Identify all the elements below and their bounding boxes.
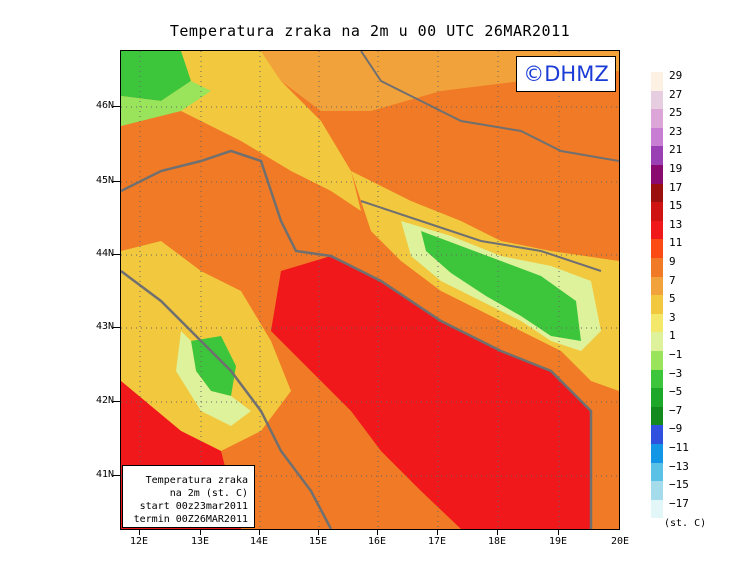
lon-label-15e: 15E bbox=[308, 536, 328, 547]
map-title: Temperatura zraka na 2m u 00 UTC 26MAR20… bbox=[169, 22, 571, 40]
lat-tick bbox=[113, 106, 120, 107]
legend-swatch bbox=[651, 462, 663, 482]
legend-level-label: 27 bbox=[669, 87, 683, 101]
legend-level-label: 9 bbox=[669, 255, 676, 268]
temperature-map bbox=[120, 50, 620, 530]
legend-swatch bbox=[651, 332, 663, 351]
lat-tick bbox=[113, 254, 120, 255]
legend-level-label: 23 bbox=[669, 124, 683, 138]
field-italy-green bbox=[191, 336, 236, 396]
lat-label-43n: 43N bbox=[95, 321, 114, 332]
field-italy-lightgreen bbox=[176, 331, 251, 426]
lon-label-12e: 12E bbox=[129, 536, 149, 547]
lon-tick bbox=[377, 530, 378, 535]
legend-swatch bbox=[651, 276, 663, 296]
lon-label-19e: 19E bbox=[548, 536, 568, 547]
lat-label-41n: 41N bbox=[95, 469, 114, 480]
info-line-4: termin 00Z26MAR2011 bbox=[133, 514, 248, 525]
legend-level-label: 3 bbox=[669, 310, 676, 324]
field-nw-lightgreen bbox=[121, 81, 211, 126]
temperature-field bbox=[121, 51, 619, 529]
lon-label-20e: 20E bbox=[610, 536, 630, 547]
legend-swatch bbox=[651, 313, 663, 333]
legend-level-label: 7 bbox=[669, 273, 676, 287]
legend-swatch bbox=[651, 369, 663, 389]
lon-tick bbox=[558, 530, 559, 535]
legend-level-label: 11 bbox=[669, 236, 683, 250]
legend-swatch bbox=[651, 388, 663, 407]
legend-level-label: −7 bbox=[669, 403, 683, 417]
border-bosnia bbox=[360, 200, 602, 272]
lon-label-14e: 14E bbox=[249, 536, 269, 547]
info-line-1: Temperatura zraka bbox=[145, 475, 248, 486]
legend-level-label: 19 bbox=[669, 162, 683, 175]
legend-swatch bbox=[651, 425, 663, 444]
info-line-2: na 2m (st. C) bbox=[169, 488, 248, 499]
legend-swatch bbox=[651, 146, 663, 165]
legend-swatch bbox=[651, 406, 663, 426]
legend-swatch bbox=[651, 202, 663, 221]
legend-swatch bbox=[651, 481, 663, 500]
legend-level-label: −3 bbox=[669, 366, 683, 380]
legend-level-label: −1 bbox=[669, 348, 683, 361]
legend-level-label: 13 bbox=[669, 217, 683, 231]
legend-swatch bbox=[651, 444, 663, 463]
lat-label-46n: 46N bbox=[95, 100, 114, 111]
field-nw-green bbox=[121, 51, 191, 101]
legend-swatch bbox=[651, 258, 663, 277]
lon-tick bbox=[437, 530, 438, 535]
legend-unit: (st. C) bbox=[664, 518, 707, 529]
lon-label-18e: 18E bbox=[487, 536, 507, 547]
legend-swatch bbox=[651, 90, 663, 110]
legend-level-label: 29 bbox=[669, 69, 683, 82]
legend-level-label: −13 bbox=[669, 459, 689, 473]
lon-label-13e: 13E bbox=[190, 536, 210, 547]
legend-level-label: 15 bbox=[669, 199, 683, 213]
lon-tick bbox=[200, 530, 201, 535]
legend-level-label: 21 bbox=[669, 143, 683, 157]
lon-tick bbox=[259, 530, 260, 535]
legend-swatch bbox=[651, 499, 663, 519]
legend-swatch bbox=[651, 351, 663, 370]
legend-level-label: −17 bbox=[669, 496, 689, 510]
border-north bbox=[360, 51, 619, 162]
legend-swatch bbox=[651, 183, 663, 203]
run-info-box: Temperatura zraka na 2m (st. C) start 00… bbox=[122, 465, 255, 528]
info-line-3: start 00z23mar2011 bbox=[139, 501, 248, 512]
legend-level-label: 25 bbox=[669, 106, 683, 120]
legend-swatch bbox=[651, 109, 663, 128]
legend-swatch bbox=[651, 165, 663, 184]
lat-tick bbox=[113, 181, 120, 182]
legend-level-label: 17 bbox=[669, 180, 683, 194]
field-dinaric-green bbox=[421, 231, 581, 341]
lon-tick bbox=[497, 530, 498, 535]
grid-lines bbox=[121, 51, 619, 529]
legend-level-label: 1 bbox=[669, 329, 676, 343]
coastline-east bbox=[121, 149, 593, 529]
coastline-italy bbox=[121, 270, 333, 529]
lat-tick bbox=[113, 401, 120, 402]
legend-level-label: −9 bbox=[669, 422, 683, 436]
legend-level-label: 5 bbox=[669, 292, 676, 306]
legend-swatch bbox=[651, 72, 663, 91]
legend-level-label: −5 bbox=[669, 385, 683, 399]
legend-level-label: −11 bbox=[669, 441, 689, 454]
lat-label-44n: 44N bbox=[95, 248, 114, 259]
lon-label-16e: 16E bbox=[367, 536, 387, 547]
field-adriatic-red bbox=[271, 256, 591, 529]
lon-tick bbox=[318, 530, 319, 535]
legend-level-label: −15 bbox=[669, 478, 689, 492]
lat-label-45n: 45N bbox=[95, 175, 114, 186]
field-pannonian-orange bbox=[371, 71, 619, 221]
dhmz-logo: ©DHMZ bbox=[516, 56, 616, 92]
legend-swatch bbox=[651, 239, 663, 258]
lon-tick bbox=[139, 530, 140, 535]
lon-label-17e: 17E bbox=[427, 536, 447, 547]
lat-tick bbox=[113, 475, 120, 476]
legend-swatch bbox=[651, 127, 663, 147]
legend-swatch bbox=[651, 295, 663, 314]
lat-label-42n: 42N bbox=[95, 395, 114, 406]
legend-swatch bbox=[651, 220, 663, 240]
lat-tick bbox=[113, 327, 120, 328]
